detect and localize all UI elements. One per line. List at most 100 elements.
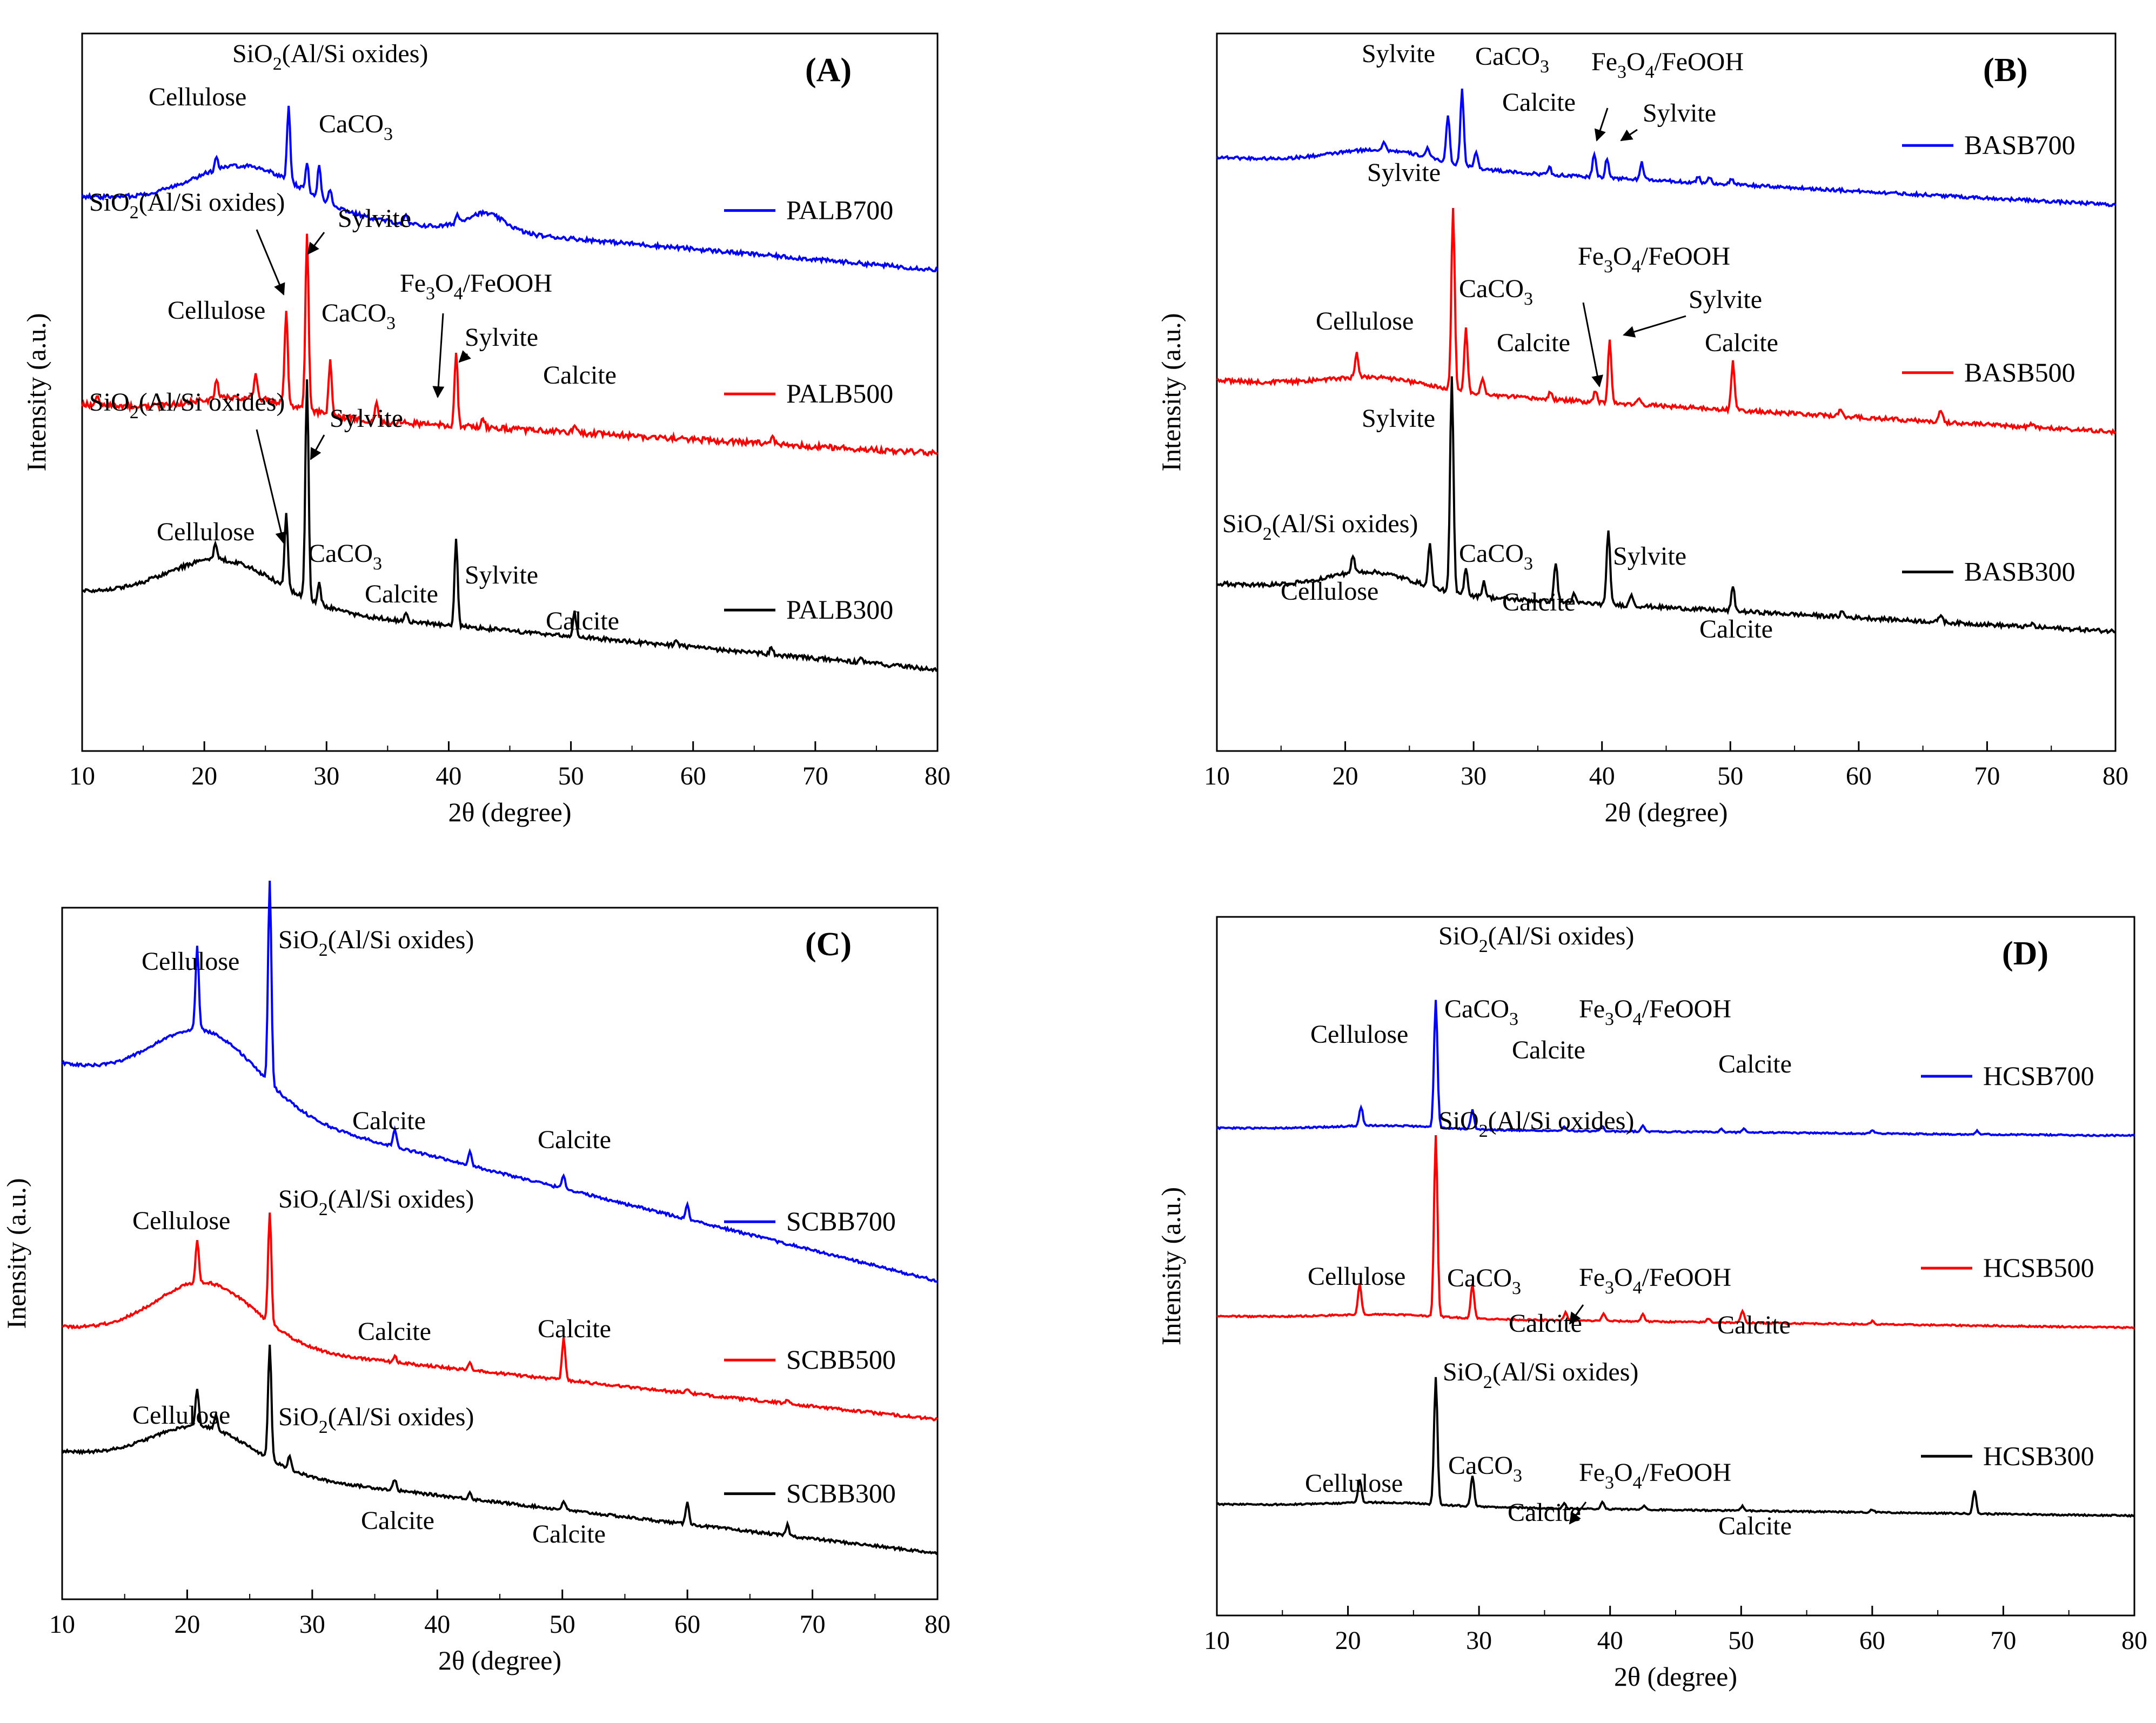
x-tick-label: 40: [436, 762, 461, 790]
annotation-arrow: [307, 232, 325, 255]
peak-annotation: CaCO3: [1475, 42, 1549, 77]
peak-annotation: Calcite: [543, 361, 617, 390]
x-axis-label: 2θ (degree): [438, 1645, 561, 1675]
peak-annotation: CaCO3: [308, 539, 382, 574]
legend-label: BASB300: [1964, 557, 2075, 587]
x-tick-label: 20: [174, 1610, 200, 1639]
annotation-arrow: [458, 350, 471, 363]
peak-annotation: Calcite: [358, 1317, 431, 1346]
annotation-arrow: [1569, 1501, 1587, 1525]
x-tick-label: 30: [299, 1610, 325, 1639]
legend-label: SCBB700: [786, 1206, 896, 1236]
peak-annotation: SiO2(Al/Si oxides): [1438, 1107, 1634, 1141]
legend-label: PALB500: [786, 378, 893, 408]
x-tick-label: 30: [1461, 762, 1487, 790]
panel-0: 10 20 30 40 50 60 70 80 2θ (degree) Intensity (a.…: [21, 32, 950, 827]
peak-annotation: SiO2(Al/Si oxides): [89, 188, 285, 223]
x-tick-label: 60: [674, 1610, 700, 1639]
x-tick-label: 10: [1204, 1626, 1230, 1655]
peak-annotation: Calcite: [1497, 328, 1570, 357]
legend-label: BASB500: [1964, 357, 2075, 387]
series-line-hcsb700: [1216, 1000, 2135, 1138]
peak-annotation: Sylvite: [1362, 404, 1435, 433]
peak-annotation: Calcite: [1699, 615, 1773, 643]
x-tick-label: 50: [558, 762, 584, 790]
peak-annotation: Cellulose: [1308, 1262, 1405, 1291]
legend-label: HCSB700: [1983, 1061, 2094, 1091]
panel-2: 10 20 30 40 50 60 70 80 2θ (degree) Inensity (a.u…: [1, 881, 950, 1675]
x-tick-label: 80: [2121, 1626, 2147, 1655]
y-axis-label: Inensity (a.u.): [1, 1178, 31, 1329]
annotation-arrow: [1623, 315, 1686, 338]
legend-label: SCBB300: [786, 1478, 896, 1509]
series-line-scbb700: [61, 881, 938, 1283]
x-tick-label: 40: [1589, 762, 1615, 790]
x-tick-label: 10: [49, 1610, 75, 1639]
x-tick-label: 10: [1204, 762, 1230, 790]
panel-label: (A): [805, 52, 852, 89]
legend-label: SCBB500: [786, 1344, 896, 1375]
series-line-basb700: [1216, 88, 2117, 207]
x-tick-label: 80: [2103, 762, 2128, 790]
x-tick-label: 50: [550, 1610, 575, 1639]
peak-annotation: Fe3O4/FeOOH: [1579, 995, 1731, 1029]
x-tick-label: 70: [802, 762, 828, 790]
peak-annotation: Cellulose: [149, 83, 246, 111]
legend-label: HCSB500: [1983, 1252, 2094, 1283]
annotation-arrow: [1620, 129, 1638, 142]
peak-annotation: Calcite: [1508, 1498, 1581, 1527]
series-line-palb300: [82, 379, 938, 673]
peak-annotation: SiO2(Al/Si oxides): [278, 926, 474, 960]
x-axis-label: 2θ (degree): [1605, 797, 1728, 827]
peak-annotation: Fe3O4/FeOOH: [1579, 1263, 1731, 1298]
peak-annotation: CaCO3: [1459, 539, 1533, 574]
y-axis-label: Intensity (a.u.): [21, 313, 51, 472]
peak-annotation: Sylvite: [330, 404, 403, 433]
peak-annotation: Cellulose: [1305, 1469, 1403, 1498]
peak-annotation: CaCO3: [1447, 1264, 1521, 1298]
peak-annotation: CaCO3: [319, 110, 393, 144]
peak-annotation: CaCO3: [1448, 1451, 1522, 1486]
peak-annotation: Calcite: [1509, 1309, 1582, 1338]
peak-annotation: Cellulose: [1316, 307, 1414, 336]
x-tick-label: 10: [69, 762, 95, 790]
peak-annotation: Cellulose: [1281, 577, 1378, 606]
peak-annotation: Cellulose: [157, 518, 255, 546]
peak-annotation: SiO2(Al/Si oxides): [1438, 922, 1634, 956]
panel-label: (D): [2002, 935, 2048, 972]
peak-annotation: SiO2(Al/Si oxides): [278, 1403, 474, 1437]
panel-label: (C): [805, 926, 852, 963]
x-tick-label: 60: [1846, 762, 1872, 790]
y-axis-label: Intensity (a.u.): [1156, 313, 1186, 472]
peak-annotation: CaCO3: [1459, 274, 1533, 309]
x-tick-label: 20: [1335, 1626, 1361, 1655]
peak-annotation: Cellulose: [1310, 1020, 1408, 1049]
x-tick-label: 70: [1990, 1626, 2016, 1655]
panel-1: 10 20 30 40 50 60 70 80 2θ (degree) Intensity (a.…: [1156, 32, 2128, 827]
legend-label: BASB700: [1964, 130, 2075, 160]
peak-annotation: CaCO3: [1444, 995, 1518, 1029]
x-tick-label: 20: [191, 762, 217, 790]
annotation-arrow: [256, 429, 287, 544]
peak-annotation: Calcite: [546, 607, 619, 635]
peak-annotation: Calcite: [365, 580, 438, 608]
legend-label: PALB300: [786, 594, 893, 625]
x-tick-label: 50: [1717, 762, 1743, 790]
peak-annotation: Sylvite: [338, 204, 411, 233]
peak-annotation: Fe3O4/FeOOH: [400, 269, 552, 304]
peak-annotation: Sylvite: [465, 561, 538, 589]
peak-annotation: Calcite: [1717, 1311, 1791, 1339]
peak-annotation: SiO2(Al/Si oxides): [278, 1185, 474, 1219]
peak-annotation: Cellulose: [132, 1206, 230, 1235]
x-tick-label: 60: [1859, 1626, 1885, 1655]
peak-annotation: Cellulose: [132, 1401, 230, 1430]
series-line-scbb300: [61, 1344, 939, 1556]
series-line-basb300: [1216, 376, 2116, 634]
peak-annotation: SiO2(Al/Si oxides): [1443, 1358, 1638, 1392]
annotation-arrow: [1594, 108, 1609, 142]
peak-annotation: Calcite: [538, 1315, 611, 1343]
legend-label: PALB700: [786, 195, 893, 225]
x-tick-label: 40: [424, 1610, 450, 1639]
peak-annotation: Calcite: [1718, 1512, 1792, 1540]
